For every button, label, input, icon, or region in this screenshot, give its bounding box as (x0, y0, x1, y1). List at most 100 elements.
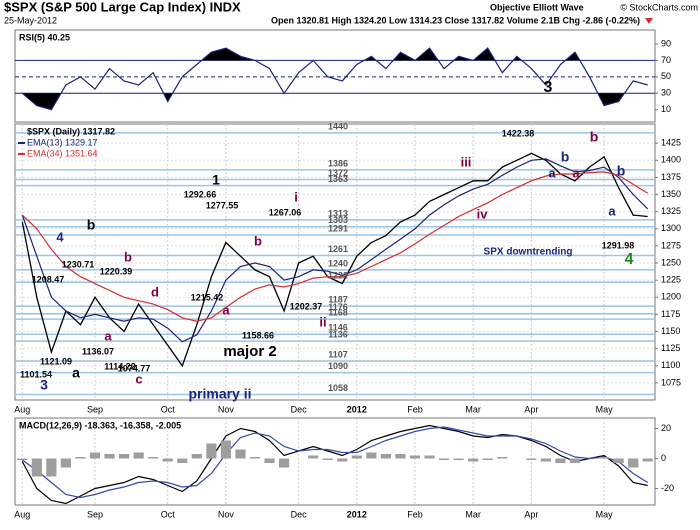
annotation: b (87, 217, 96, 233)
annotation: 1208.47 (32, 274, 65, 284)
series-line (21, 158, 649, 343)
histogram-bar (453, 458, 464, 460)
histogram-bar (89, 452, 101, 459)
x-tick-label: Sep (87, 509, 103, 519)
histogram-bar (264, 458, 275, 463)
annotation: a (222, 302, 230, 317)
level-label: 1136 (328, 329, 348, 339)
histogram-bar (628, 458, 639, 468)
annotation: iv (477, 206, 489, 221)
panel (14, 29, 656, 123)
histogram-bar (119, 454, 130, 459)
level-label: 1440 (328, 121, 348, 131)
y-tick-label: 70 (661, 55, 671, 65)
annotation: 4 (625, 251, 634, 268)
annotation: 1230.71 (62, 259, 95, 269)
histogram-bar (642, 458, 653, 462)
x-tick-label: Sep (87, 404, 103, 414)
x-tick-label: Oct (161, 509, 176, 519)
histogram-bar (148, 457, 159, 459)
y-tick-label: 10 (661, 104, 671, 114)
x-tick-label: Apr (524, 509, 538, 519)
series-line (21, 47, 648, 111)
annotation: b (590, 129, 599, 145)
annotation: 1277.55 (206, 200, 239, 210)
annotation: b (561, 149, 570, 165)
level-label: 1176 (328, 302, 348, 312)
annotation: a (572, 165, 580, 180)
quote: Open 1320.81 High 1324.20 Low 1314.23 Cl… (271, 15, 640, 25)
level-label: 1386 (328, 158, 348, 168)
level-label: 1187 (328, 295, 348, 305)
histogram-bar (46, 458, 57, 477)
histogram-bar (366, 452, 377, 459)
histogram-bar (497, 457, 508, 459)
y-tick-label: 1325 (661, 206, 681, 216)
legend-label: EMA(13) 1329.17 (27, 137, 98, 147)
annotation: 1220.39 (100, 266, 133, 276)
histogram-bar (482, 458, 493, 460)
level-label: 1363 (328, 174, 348, 184)
histogram-bar (60, 458, 71, 468)
x-tick-label: Aug (14, 509, 30, 519)
annotation: b (254, 233, 262, 248)
x-tick-label: Feb (407, 404, 423, 414)
y-tick-label: 1225 (661, 275, 681, 285)
histogram-bar (540, 458, 551, 462)
annotation: primary ii (188, 386, 251, 402)
histogram-bar (526, 458, 537, 460)
histogram-bar (220, 440, 231, 459)
histogram-bar (613, 458, 624, 463)
annotation: 1101.54 (20, 369, 52, 379)
annotation: major 2 (223, 343, 276, 360)
histogram-bar (337, 458, 348, 462)
annotation: a (548, 165, 556, 180)
x-tick-label: Mar (465, 509, 481, 519)
series-line (21, 424, 648, 505)
annotation: i (294, 189, 298, 204)
x-tick-label: Nov (218, 404, 235, 414)
histogram-bar (322, 458, 333, 460)
histogram-bar (17, 458, 28, 460)
y-tick-label: 1250 (661, 257, 681, 267)
histogram-bar (162, 458, 173, 462)
annotation: SPX downtrending (484, 247, 573, 258)
level-label: 1240 (328, 258, 348, 268)
date: 25-May-2012 (4, 15, 57, 25)
x-tick-label: Aug (14, 404, 30, 414)
x-tick-label: 2012 (347, 509, 367, 519)
level-label: 1372 (328, 168, 348, 178)
y-tick-label: 1075 (661, 377, 681, 387)
x-tick-label: Dec (291, 404, 308, 414)
annotation: ii (319, 314, 326, 329)
y-tick-label: 50 (661, 71, 671, 81)
annotation: 3 (40, 377, 48, 393)
y-tick-label: 20 (661, 423, 671, 433)
y-tick-label: 1375 (661, 172, 681, 182)
overbought-area (201, 48, 580, 61)
histogram-bar (308, 455, 319, 459)
histogram-bar (424, 455, 435, 459)
histogram-bar (206, 443, 217, 459)
series-line (21, 171, 649, 322)
source: © StockCharts.com (620, 2, 698, 12)
level-label: 1261 (328, 244, 348, 254)
x-tick-label: Dec (291, 509, 308, 519)
x-tick-label: Mar (465, 404, 481, 414)
y-tick-label: 0 (661, 453, 666, 463)
annotation: 1121.09 (40, 356, 72, 366)
histogram-bar (249, 457, 261, 459)
annotation: 1267.06 (269, 207, 302, 217)
x-tick-label: Oct (161, 404, 176, 414)
x-tick-label: Nov (218, 509, 235, 519)
panel-title: MACD(12,26,9) -18.363, -16.358, -2.005 (19, 420, 181, 430)
annotation: b (617, 163, 626, 179)
annotation: 1422.38 (502, 128, 535, 138)
x-tick-label: May (596, 404, 614, 414)
histogram-bar (439, 458, 450, 460)
legend-label: $SPX (Daily) 1317.82 (27, 126, 115, 136)
histogram-bar (104, 454, 115, 459)
histogram-bar (31, 458, 42, 477)
x-tick-label: 2012 (347, 404, 367, 414)
